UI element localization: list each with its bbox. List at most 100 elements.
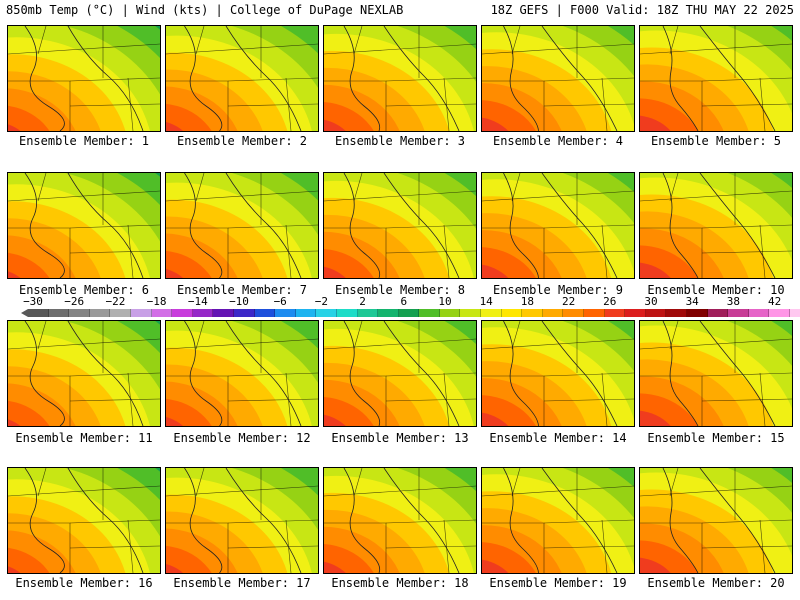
colorbar-swatch bbox=[542, 309, 564, 317]
member-panel bbox=[7, 320, 161, 427]
temperature-field-map bbox=[166, 173, 318, 278]
member-panel bbox=[323, 467, 477, 574]
temperature-field-map bbox=[640, 173, 792, 278]
colorbar-swatch bbox=[357, 309, 379, 317]
member-label: Ensemble Member: 10 bbox=[647, 283, 785, 297]
colorbar-swatch bbox=[625, 309, 646, 317]
header-left: 850mb Temp (°C) | Wind (kts) | College o… bbox=[6, 3, 404, 17]
state-border bbox=[701, 398, 792, 402]
member-label: Ensemble Member: 4 bbox=[492, 134, 624, 148]
contour-line bbox=[383, 321, 460, 426]
colorbar-swatch bbox=[460, 309, 482, 317]
member-panel bbox=[639, 25, 793, 132]
state-border bbox=[640, 485, 792, 497]
contour-line bbox=[24, 468, 65, 573]
state-border bbox=[127, 224, 134, 278]
colorbar-swatch bbox=[728, 309, 749, 317]
colorbar-tick-label: −10 bbox=[229, 295, 249, 308]
state-border bbox=[37, 26, 47, 55]
temperature-colorbar: −30 −26 −22 −18 −14 −10 −6 −2 2 6 10 14 18 22 26 30 34 38… bbox=[0, 294, 800, 320]
colorbar-swatch bbox=[645, 309, 667, 317]
temperature-field-map bbox=[482, 26, 634, 131]
state-border bbox=[701, 77, 792, 82]
state-border bbox=[640, 338, 792, 350]
colorbar-tick-label: 6 bbox=[400, 295, 408, 308]
member-label: Ensemble Member: 5 bbox=[650, 134, 782, 148]
member-label: Ensemble Member: 7 bbox=[176, 283, 308, 297]
colorbar-swatch bbox=[69, 309, 90, 317]
colorbar-tick-label: −30 bbox=[23, 295, 43, 308]
state-border bbox=[195, 468, 205, 497]
contour-line bbox=[343, 173, 381, 278]
contour-line bbox=[541, 321, 618, 426]
contour-line bbox=[699, 26, 776, 131]
contour-line bbox=[67, 173, 144, 278]
state-border bbox=[443, 77, 450, 131]
colorbar-swatch bbox=[48, 309, 70, 317]
temperature-field-map bbox=[640, 26, 792, 131]
temperature-field-map bbox=[8, 173, 160, 278]
contour-line bbox=[343, 26, 381, 131]
member-label: Ensemble Member: 12 bbox=[173, 431, 311, 445]
contour-line bbox=[24, 173, 65, 278]
state-border bbox=[69, 77, 160, 82]
colorbar-swatch bbox=[254, 309, 276, 317]
colorbar-swatch bbox=[604, 309, 626, 317]
temperature-field-map bbox=[482, 173, 634, 278]
state-border bbox=[385, 545, 476, 549]
state-border bbox=[543, 224, 634, 229]
state-border bbox=[759, 77, 766, 131]
state-border bbox=[669, 26, 679, 55]
temperature-field-map bbox=[324, 173, 476, 278]
contour-line bbox=[343, 468, 381, 573]
contour-line bbox=[541, 26, 618, 131]
colorbar-tick-label: −18 bbox=[146, 295, 167, 308]
member-label: Ensemble Member: 8 bbox=[334, 283, 466, 297]
member-panel bbox=[165, 172, 319, 279]
contour-line bbox=[699, 173, 776, 278]
state-border bbox=[385, 398, 476, 402]
member-panel bbox=[639, 467, 793, 574]
state-border bbox=[511, 321, 521, 350]
colorbar-swatch bbox=[275, 309, 296, 317]
state-border bbox=[669, 321, 679, 350]
state-border bbox=[443, 372, 450, 426]
contour-line bbox=[662, 173, 699, 278]
member-panel bbox=[7, 25, 161, 132]
colorbar-tick-label: 10 bbox=[438, 295, 452, 308]
member-label: Ensemble Member: 19 bbox=[489, 576, 627, 590]
colorbar-swatch bbox=[769, 309, 790, 317]
colorbar-swatch bbox=[172, 309, 193, 317]
state-border bbox=[127, 372, 134, 426]
state-border bbox=[482, 190, 634, 202]
contour-line bbox=[184, 26, 223, 131]
temperature-field-map bbox=[324, 468, 476, 573]
member-panel bbox=[7, 172, 161, 279]
colorbar-tick-label: 38 bbox=[726, 295, 741, 308]
state-border bbox=[37, 468, 47, 497]
temperature-field-map bbox=[8, 468, 160, 573]
colorbar-swatch bbox=[378, 309, 399, 317]
temperature-field-map bbox=[324, 321, 476, 426]
state-border bbox=[8, 190, 160, 202]
colorbar-tick-label: −14 bbox=[187, 295, 208, 308]
state-border bbox=[511, 173, 521, 202]
state-border bbox=[601, 77, 608, 131]
state-border bbox=[69, 250, 160, 254]
colorbar-tick-label: −6 bbox=[273, 295, 287, 308]
header-right: 18Z GEFS | F000 Valid: 18Z THU MAY 22 20… bbox=[490, 3, 794, 17]
state-border bbox=[543, 372, 634, 377]
state-border bbox=[640, 43, 792, 55]
temperature-field-map bbox=[640, 321, 792, 426]
contour-line bbox=[24, 26, 65, 131]
contour-line bbox=[67, 321, 144, 426]
state-border bbox=[69, 103, 160, 107]
colorbar-swatch bbox=[584, 309, 605, 317]
colorbar-swatch bbox=[522, 309, 543, 317]
contour-line bbox=[383, 468, 460, 573]
member-panel bbox=[481, 172, 635, 279]
state-border bbox=[195, 321, 205, 350]
temperature-field-map bbox=[166, 468, 318, 573]
member-panel bbox=[165, 25, 319, 132]
